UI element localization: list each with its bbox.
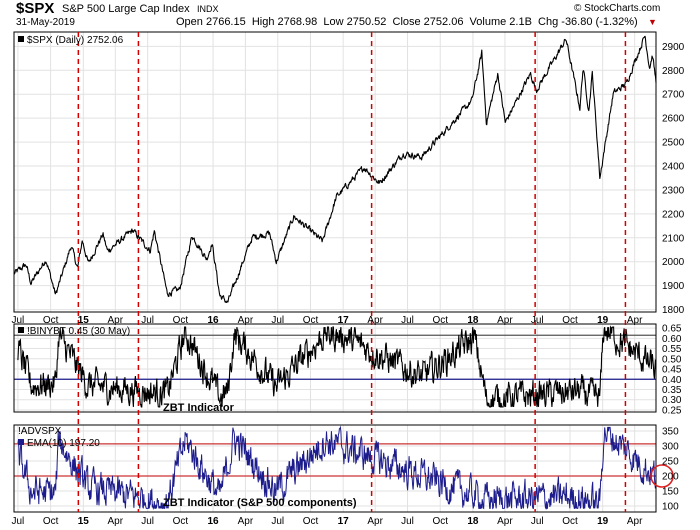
- x-tick-label: Apr: [238, 315, 254, 326]
- x-tick-label: 17: [338, 315, 350, 326]
- y-tick-label: 0.45: [662, 365, 682, 376]
- y-tick-label: 1900: [662, 281, 685, 292]
- down-arrow-icon: ▼: [648, 17, 657, 27]
- y-tick-label: 2900: [662, 42, 685, 53]
- x-tick-label: Jul: [12, 516, 25, 527]
- x-tick-label: Jul: [271, 315, 284, 326]
- x-tick-label: Apr: [108, 315, 124, 326]
- x-tick-label: Oct: [432, 315, 448, 326]
- ema-legend: EMA(10) 197.20: [27, 438, 100, 449]
- x-tick-label: Oct: [303, 516, 319, 527]
- breadth-legend: !BINYBT 0.45 (30 May): [27, 326, 130, 337]
- x-tick-label: Apr: [367, 516, 383, 527]
- y-tick-label: 0.50: [662, 354, 682, 365]
- advances-annotation: ZBT Indicator (S&P 500 components): [163, 497, 357, 509]
- y-tick-label: 350: [662, 427, 679, 438]
- x-tick-label: Jul: [12, 315, 25, 326]
- y-tick-label: 2700: [662, 90, 685, 101]
- y-tick-label: 1800: [662, 305, 685, 316]
- chart-date: 31-May-2019: [16, 17, 75, 28]
- chart-header: $SPX S&P 500 Large Cap Index INDX © Stoc…: [0, 0, 700, 30]
- y-tick-label: 0.40: [662, 375, 682, 386]
- x-tick-label: Apr: [627, 315, 643, 326]
- x-tick-label: 16: [208, 516, 220, 527]
- panel-frame: [13, 424, 657, 513]
- y-tick-label: 2100: [662, 233, 685, 244]
- x-tick-label: Oct: [43, 315, 59, 326]
- panel-frame: [13, 323, 657, 413]
- x-tick-label: Jul: [401, 315, 414, 326]
- price-series-line: [13, 35, 657, 304]
- y-tick-label: 0.30: [662, 395, 682, 406]
- y-tick-label: 300: [662, 442, 679, 453]
- x-tick-label: Oct: [432, 516, 448, 527]
- price-legend: $SPX (Daily) 2752.06: [27, 35, 124, 46]
- x-tick-label: Oct: [43, 516, 59, 527]
- y-tick-label: 2200: [662, 209, 685, 220]
- watermark: © StockCharts.com: [574, 3, 661, 14]
- x-tick-label: Apr: [108, 516, 124, 527]
- x-tick-label: 15: [78, 315, 90, 326]
- y-tick-label: 250: [662, 457, 679, 468]
- x-tick-label: Apr: [627, 516, 643, 527]
- breadth-legend-swatch: [18, 327, 24, 333]
- y-tick-label: 0.65: [662, 324, 682, 335]
- x-tick-label: Jul: [531, 516, 544, 527]
- x-tick-label: 18: [467, 516, 479, 527]
- price-legend-swatch: [18, 36, 24, 42]
- x-tick-label: Jul: [271, 516, 284, 527]
- y-tick-label: 0.25: [662, 405, 682, 416]
- y-tick-label: 2300: [662, 185, 685, 196]
- y-tick-label: 100: [662, 502, 679, 513]
- y-tick-label: 200: [662, 472, 679, 483]
- x-tick-label: Jul: [531, 315, 544, 326]
- x-tick-label: Apr: [497, 315, 513, 326]
- index-name: S&P 500 Large Cap Index: [62, 3, 190, 15]
- y-tick-label: 0.35: [662, 385, 682, 396]
- x-tick-label: 19: [597, 516, 609, 527]
- advances-legend: !ADVSPX: [18, 426, 62, 437]
- x-tick-label: Apr: [497, 516, 513, 527]
- x-tick-label: Apr: [238, 516, 254, 527]
- y-tick-label: 2600: [662, 114, 685, 125]
- y-tick-label: 2400: [662, 162, 685, 173]
- y-tick-label: 2500: [662, 138, 685, 149]
- x-tick-label: Jul: [401, 516, 414, 527]
- ema-legend-swatch: [18, 439, 24, 445]
- ohlc-readout: Open 2766.15 High 2768.98 Low 2750.52 Cl…: [176, 16, 638, 28]
- x-tick-label: 19: [597, 315, 609, 326]
- x-tick-label: 17: [338, 516, 350, 527]
- breadth-annotation: ZBT Indicator: [163, 402, 235, 414]
- x-tick-label: Oct: [173, 315, 189, 326]
- panel-frame: [13, 31, 657, 313]
- symbol-title: $SPX: [16, 0, 55, 17]
- y-tick-label: 0.60: [662, 334, 682, 345]
- y-tick-label: 150: [662, 487, 679, 498]
- breadth-series-line: [17, 325, 657, 408]
- y-tick-label: 2800: [662, 66, 685, 77]
- x-tick-label: Oct: [173, 516, 189, 527]
- y-tick-label: 0.55: [662, 344, 682, 355]
- x-tick-label: Oct: [562, 315, 578, 326]
- exchange-label: INDX: [197, 4, 219, 14]
- x-tick-label: Apr: [367, 315, 383, 326]
- x-tick-label: 18: [467, 315, 479, 326]
- highlight-circle: [650, 464, 674, 488]
- x-tick-label: Oct: [562, 516, 578, 527]
- x-tick-label: 16: [208, 315, 220, 326]
- advances-series-line: [17, 425, 657, 511]
- x-tick-label: Jul: [141, 516, 154, 527]
- x-tick-label: 15: [78, 516, 90, 527]
- y-tick-label: 2000: [662, 257, 685, 268]
- x-tick-label: Oct: [303, 315, 319, 326]
- x-tick-label: Jul: [141, 315, 154, 326]
